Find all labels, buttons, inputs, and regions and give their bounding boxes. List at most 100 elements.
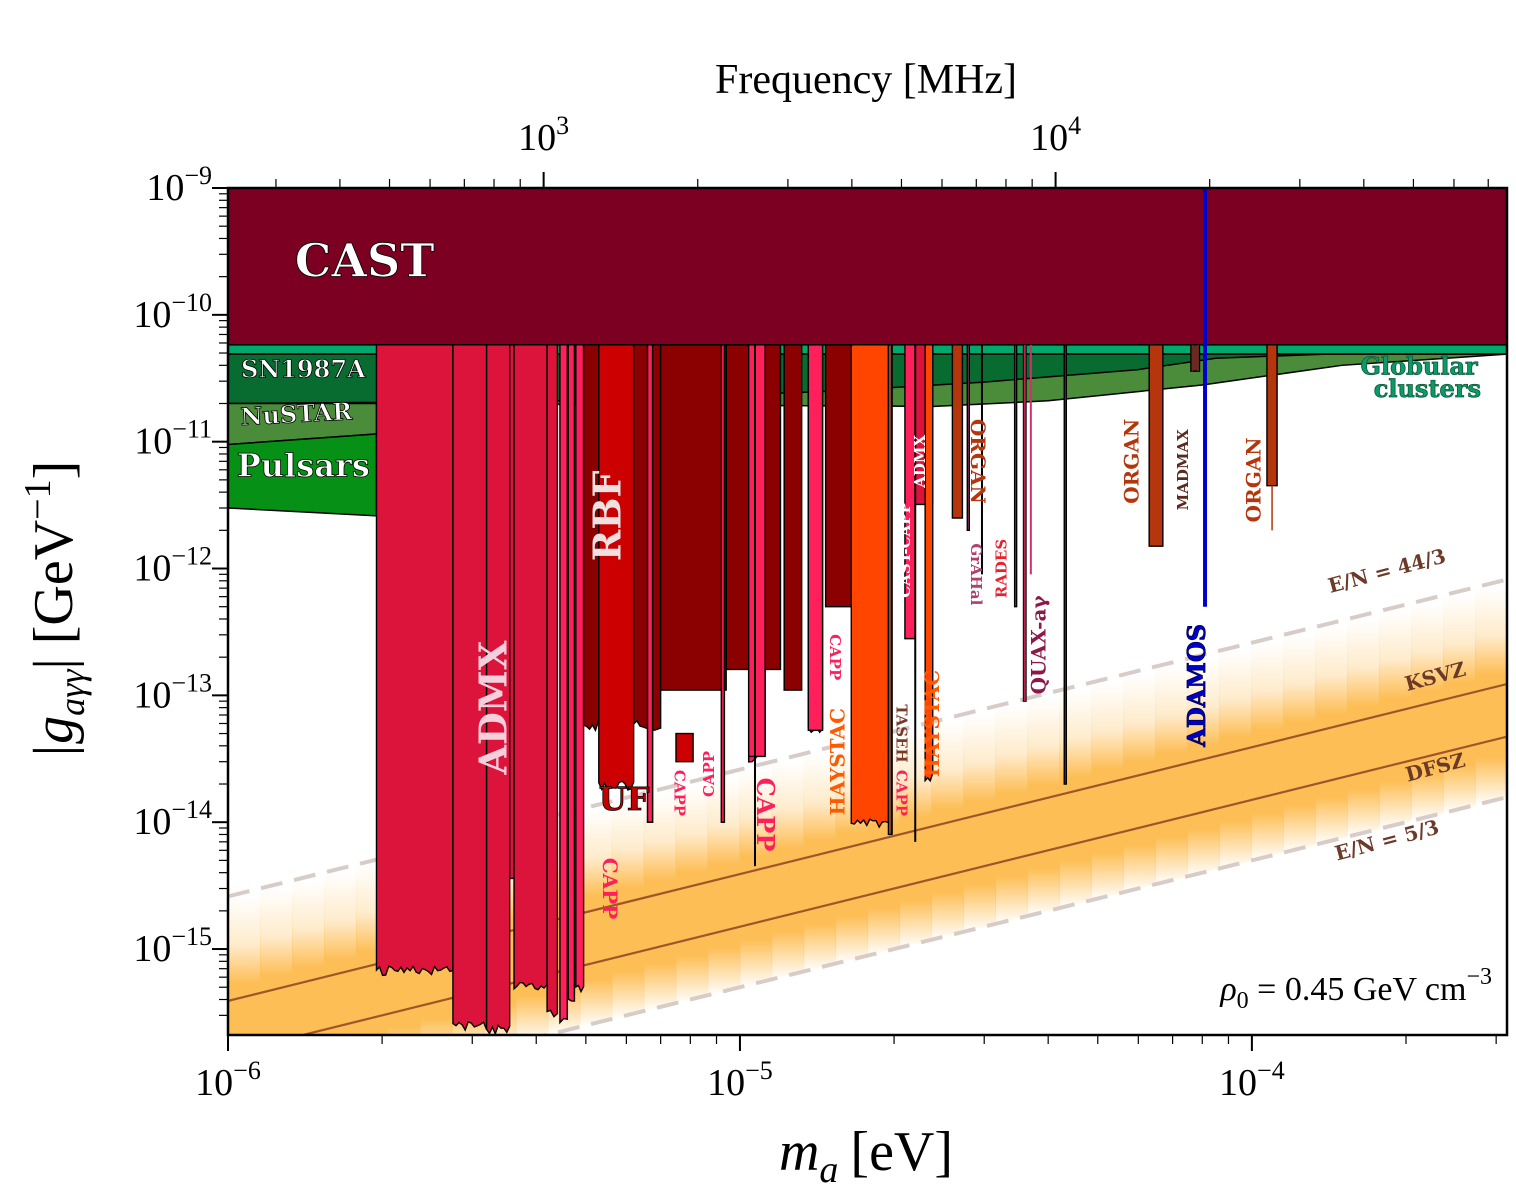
qcd-band-segment xyxy=(707,769,741,996)
qcd-band-segment xyxy=(1091,674,1124,901)
x-tick-base: 10 xyxy=(195,1062,233,1104)
qcd-band-segment xyxy=(579,801,613,1027)
label-haystac: HAYSTAC xyxy=(920,670,944,777)
label-capp: CAPP xyxy=(598,858,622,920)
limit-uf xyxy=(598,344,635,791)
svg-text:ma[eV]: ma [eV] xyxy=(779,1121,953,1191)
y-tick-exponent: −10 xyxy=(171,288,212,317)
limit-haystac xyxy=(850,344,890,829)
limit-rbf xyxy=(824,344,852,608)
x-tick-label: 10−5 xyxy=(707,1056,773,1104)
limit-capp xyxy=(747,344,766,758)
limit-capp xyxy=(807,344,824,732)
y-tick-base: 10 xyxy=(133,801,171,843)
label-capp: CAPP xyxy=(670,770,688,816)
limit-admx xyxy=(375,344,454,977)
limit-rbf xyxy=(659,344,727,691)
y-tick-base: 10 xyxy=(146,167,184,209)
qcd-band-segment xyxy=(1475,579,1507,806)
label-pulsars: Pulsars xyxy=(237,447,370,485)
label-grahal: GrAHal xyxy=(967,543,985,605)
density-annotation: ρ0 = 0.45 GeV cm−3 xyxy=(1219,964,1492,1014)
x-axis-title-unit: [eV] xyxy=(850,1121,953,1183)
qcd-band-segment xyxy=(1379,603,1412,829)
qcd-band-segment xyxy=(1123,666,1156,893)
top-tick-exponent: 3 xyxy=(556,111,569,140)
qcd-band-segment xyxy=(1443,587,1476,814)
label-admx: ADMX xyxy=(911,435,929,489)
qcd-band-segment xyxy=(675,777,709,1004)
svg-text:ρ0 = 0.45 GeV cm−3: ρ0 = 0.45 GeV cm−3 xyxy=(1219,964,1492,1014)
label-globular: Globular xyxy=(1361,351,1479,380)
x-tick-exponent: −5 xyxy=(745,1056,773,1085)
limit-capp xyxy=(567,344,576,1002)
y-tick-exponent: −13 xyxy=(171,668,212,697)
top-axis-title: Frequency [MHz] xyxy=(715,57,1017,103)
y-tick-exponent: −14 xyxy=(171,795,212,824)
qcd-band-segment xyxy=(771,753,805,980)
qcd-band-segment xyxy=(291,872,325,1035)
limit-admx xyxy=(452,344,488,1032)
label-madmax: MADMAX xyxy=(1174,429,1192,510)
label-organ: ORGAN xyxy=(1242,437,1266,522)
top-tick-exponent: 4 xyxy=(1068,111,1081,140)
label-capp: CAPP xyxy=(892,770,910,816)
label-capp: CAPP xyxy=(751,778,780,852)
label-sn1987a: SN1987A xyxy=(241,355,366,384)
qcd-line-e-n-5-3 xyxy=(538,795,1507,1035)
y-tick-label: 10−14 xyxy=(133,795,212,843)
label-organ: ORGAN xyxy=(1119,419,1143,504)
limit-capp xyxy=(559,344,568,1025)
limit-organ xyxy=(1148,344,1164,547)
label-admx: ADMX xyxy=(471,640,516,776)
y-tick-label: 10−15 xyxy=(133,922,212,970)
svg-text:|gaγγ| [GeV−1]: |gaγγ| [GeV−1] xyxy=(17,461,92,759)
y-tick-base: 10 xyxy=(133,548,171,590)
limit-capp xyxy=(720,344,726,823)
top-tick-base: 10 xyxy=(518,117,556,159)
label-quax-a: QUAX-aγ xyxy=(1026,595,1050,695)
top-tick-label: 104 xyxy=(1030,111,1081,159)
label-uf: UF xyxy=(599,780,650,818)
limit-organ xyxy=(1266,344,1278,487)
qcd-band-segment xyxy=(739,761,773,988)
x-tick-base: 10 xyxy=(707,1062,745,1104)
qcd-band-segment xyxy=(611,793,645,1019)
y-tick-label: 10−13 xyxy=(133,668,212,716)
top-tick-base: 10 xyxy=(1030,117,1068,159)
qcd-band-segment xyxy=(963,706,996,932)
limit-organ xyxy=(951,344,964,519)
bound-cast xyxy=(228,188,1507,346)
limit-rbf xyxy=(783,344,803,691)
limit-grahal xyxy=(966,344,970,532)
x-axis-title-symbol: m xyxy=(779,1121,819,1183)
label-nustar: NuSTAR xyxy=(240,396,354,431)
plot-frame xyxy=(226,186,1509,1037)
qcd-line-dfsz xyxy=(298,735,1507,1035)
y-tick-base: 10 xyxy=(134,421,172,463)
y-axis-title: |gaγγ| [GeV−1] xyxy=(17,461,92,759)
x-axis-title: ma [eV] xyxy=(779,1121,953,1191)
qcd-band-segment xyxy=(1219,642,1252,869)
limit-uf xyxy=(675,732,694,763)
qcd-band-segment xyxy=(1155,658,1188,885)
y-axis-title-exponent: −1 xyxy=(17,479,59,519)
qcd-band-segment xyxy=(1187,650,1220,877)
y-tick-label: 10−12 xyxy=(133,542,212,590)
label-cast: CAST xyxy=(295,234,435,288)
y-tick-exponent: −15 xyxy=(171,922,212,951)
density-symbol: ρ xyxy=(1219,971,1236,1008)
y-tick-base: 10 xyxy=(133,674,171,716)
qcd-band-segment xyxy=(323,864,357,1035)
y-axis-title-unit: | [GeV xyxy=(23,520,85,670)
label-capp: CAPP xyxy=(700,751,718,797)
qcd-band-segment xyxy=(1251,634,1284,861)
label-haystac: HAYSTAC xyxy=(825,708,849,815)
density-text: = 0.45 GeV cm xyxy=(1249,971,1467,1008)
label-taseh: TASEH xyxy=(892,704,910,762)
x-tick-exponent: −4 xyxy=(1257,1056,1285,1085)
y-axis-title-close: ] xyxy=(23,461,85,480)
qcd-band-segment xyxy=(995,698,1028,924)
qcd-band-segment xyxy=(1059,682,1092,909)
